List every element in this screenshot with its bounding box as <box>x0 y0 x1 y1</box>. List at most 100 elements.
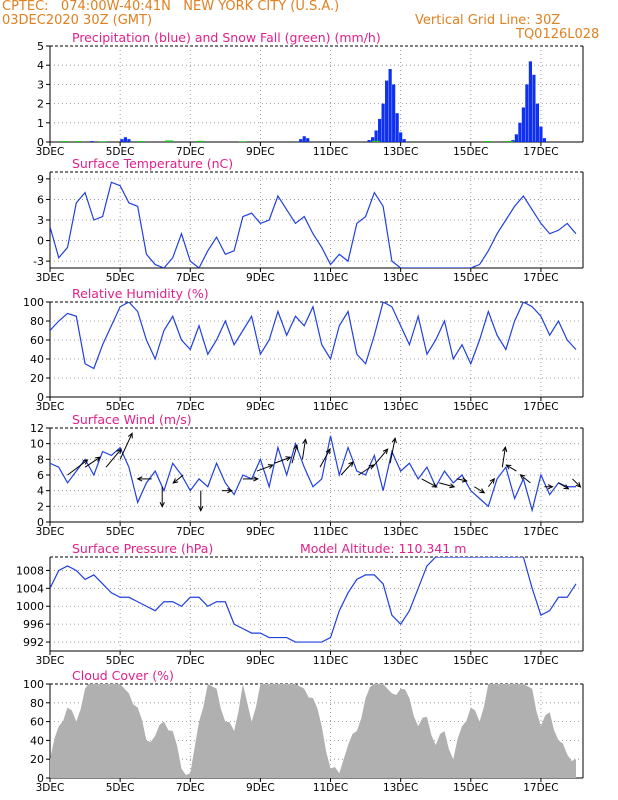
wind-vector <box>274 456 291 464</box>
wind-vector-head <box>575 482 582 488</box>
precip-panel: 0 1 2 3 4 5 3DEC 5DEC 7DEC 9DEC 11DEC 13DEC 15DEC 17D… <box>36 30 584 158</box>
wind-ytick-label: 8 <box>37 453 44 466</box>
cloud-panel: 0 20 40 60 80 100 3DEC 5DEC 7DEC 9DEC 11DEC 13DEC 15… <box>23 668 584 794</box>
wind-vector <box>389 438 396 464</box>
pressure-ytick-label: 1004 <box>16 582 44 595</box>
wind-vector-head <box>391 437 397 444</box>
wind-ytick-label: 12 <box>30 422 44 435</box>
wind-vector <box>291 445 298 464</box>
snow-bar <box>505 141 514 142</box>
wind-vector <box>172 474 184 484</box>
precip-bar <box>518 122 522 142</box>
precip-bar <box>388 69 392 142</box>
precip-bar <box>528 61 533 142</box>
cloud-xtick-label: 17DEC <box>523 782 558 794</box>
precip-bar <box>302 136 306 142</box>
header-station: CPTEC: 074:00W-40:41N NEW YORK CITY (U.S… <box>2 0 340 14</box>
wind-vector-head <box>302 438 308 445</box>
precip-bar <box>542 138 547 142</box>
wind-vector <box>319 448 331 468</box>
precip-bar <box>535 103 540 142</box>
precip-bar <box>525 84 529 142</box>
precip-bar <box>123 137 127 142</box>
pressure-ytick-label: 996 <box>23 618 44 631</box>
wind-title: Surface Wind (m/s) <box>72 412 192 427</box>
precip-xtick-label: 13DEC <box>383 146 418 158</box>
pressure-xtick-label: 3DEC <box>36 655 65 667</box>
wind-vector <box>340 461 354 476</box>
header-model-code: TQ0126L028 <box>516 27 600 42</box>
wind-vector-head <box>82 459 89 465</box>
precip-ytick-label: 2 <box>37 98 44 111</box>
cloud-cover-area <box>50 684 576 778</box>
temperature-xtick-label: 7DEC <box>176 272 205 284</box>
snow-bar <box>372 140 381 142</box>
wind-vector-head <box>267 464 274 470</box>
pressure-xtick-label: 5DEC <box>106 655 135 667</box>
precip-bar <box>395 113 399 142</box>
cloud-xtick-label: 7DEC <box>176 782 205 794</box>
cloud-xtick-label: 5DEC <box>106 782 135 794</box>
cloud-xtick-label: 15DEC <box>453 782 488 794</box>
wind-vector <box>256 464 274 472</box>
wind-vector <box>67 459 88 476</box>
wind-vector-head <box>159 502 165 508</box>
humidity-xtick-label: 13DEC <box>383 401 418 413</box>
wind-vector-head <box>198 505 204 512</box>
temperature-xtick-label: 17DEC <box>523 272 558 284</box>
snow-bar <box>74 141 83 142</box>
wind-vector-head <box>136 476 143 482</box>
pressure-ytick-label: 1000 <box>16 600 44 613</box>
wind-plot-area <box>50 432 582 513</box>
temperature-xtick-label: 5DEC <box>106 272 135 284</box>
snow-bar <box>196 140 205 142</box>
precip-bar <box>120 139 124 142</box>
cloud-xtick-label: 3DEC <box>36 782 65 794</box>
snow-bar <box>60 141 69 142</box>
temperature-panel: -3 0 3 6 9 3DEC 5DEC 7DEC 9DEC 11DEC 13DEC 15DEC 17D… <box>33 156 584 284</box>
wind-vector-head <box>348 461 354 467</box>
wind-vector <box>105 448 122 468</box>
precip-bar <box>378 118 382 142</box>
pressure-annotation: Model Altitude: 110.341 m <box>300 541 466 556</box>
humidity-xtick-label: 15DEC <box>453 401 488 413</box>
precip-xtick-label: 9DEC <box>246 146 275 158</box>
pressure-xtick-label: 17DEC <box>523 655 558 667</box>
precip-xtick-label: 15DEC <box>453 146 488 158</box>
precip-bar <box>521 107 525 142</box>
wind-vector <box>506 464 517 472</box>
wind-vector <box>372 448 388 468</box>
wind-xtick-label: 11DEC <box>313 526 348 538</box>
temperature-ytick-label: 9 <box>37 173 44 186</box>
wind-xtick-label: 13DEC <box>383 526 418 538</box>
pressure-xtick-label: 11DEC <box>313 655 348 667</box>
precip-bar <box>127 139 131 142</box>
wind-vector <box>456 478 467 482</box>
wind-vector-head <box>449 483 456 489</box>
pressure-panel: 992 996 1000 1004 1008 3DEC 5DEC 7DEC 9DEC 11DEC 1… <box>16 541 584 667</box>
precip-bar <box>539 126 543 142</box>
wind-xtick-label: 17DEC <box>523 526 558 538</box>
cloud-ytick-label: 0 <box>37 772 44 785</box>
cloud-plot-area <box>50 684 576 778</box>
wind-vector-head <box>227 488 233 494</box>
pressure-ytick-label: 992 <box>23 636 44 649</box>
wind-vector-head <box>382 448 389 455</box>
temperature-xtick-label: 11DEC <box>313 272 348 284</box>
humidity-line <box>50 302 577 370</box>
wind-vector-head <box>479 488 486 494</box>
wind-xtick-label: 7DEC <box>176 526 205 538</box>
cloud-xtick-label: 11DEC <box>313 782 348 794</box>
wind-xtick-label: 3DEC <box>36 526 65 538</box>
snow-bar <box>484 141 493 142</box>
humidity-xtick-label: 3DEC <box>36 401 65 413</box>
temperature-plot-area <box>50 181 577 268</box>
pressure-line <box>50 557 577 643</box>
humidity-plot-area <box>50 302 577 370</box>
humidity-ytick-label: 80 <box>30 315 44 328</box>
wind-vector-head <box>563 484 570 490</box>
precip-xtick-label: 17DEC <box>523 146 558 158</box>
precip-bar <box>399 132 403 142</box>
wind-vector <box>487 478 495 488</box>
temperature-ytick-label: 3 <box>37 214 44 227</box>
